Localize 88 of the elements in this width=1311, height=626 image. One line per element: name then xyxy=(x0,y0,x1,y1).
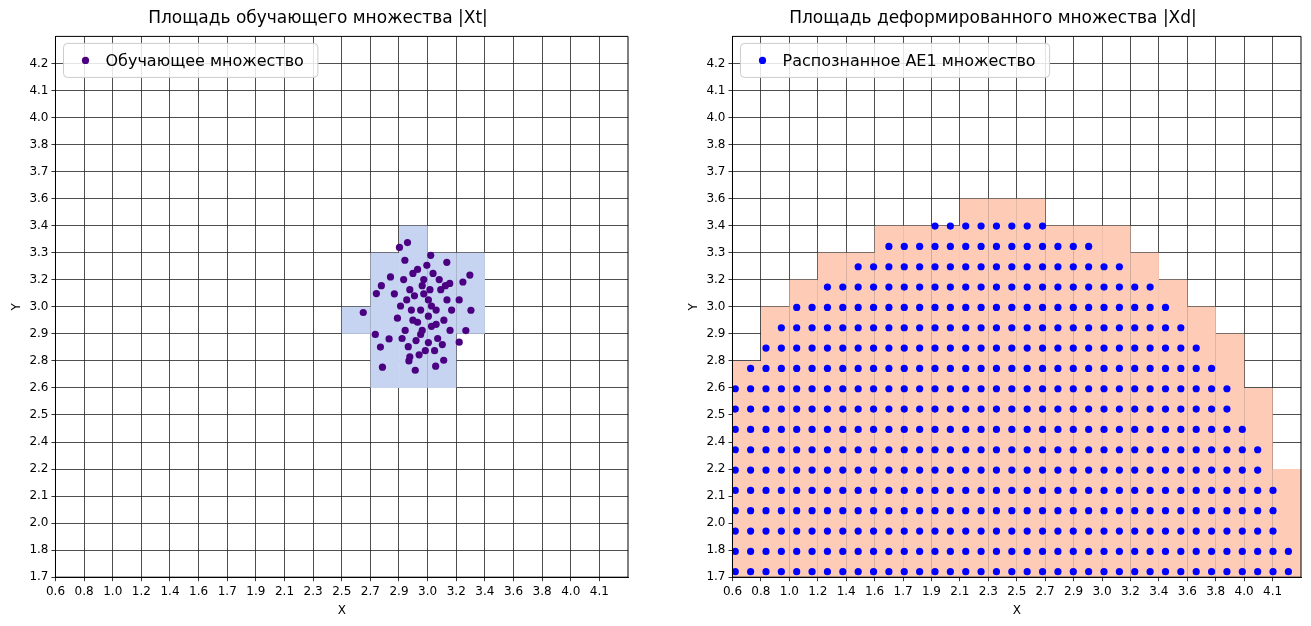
y-axis-title: Y xyxy=(686,302,701,312)
y-tick-label: 2.0 xyxy=(29,515,49,530)
y-tick-label: 2.1 xyxy=(29,488,49,503)
y-tick-label: 3.2 xyxy=(29,271,49,286)
y-tick-label: 3.6 xyxy=(706,190,726,205)
y-tick-label: 3.0 xyxy=(29,298,49,313)
y-tick-label: 1.8 xyxy=(706,542,726,557)
y-tick-label: 3.0 xyxy=(706,298,726,313)
y-tick-label: 3.2 xyxy=(706,271,726,286)
y-tick-label: 2.4 xyxy=(29,434,49,449)
x-tick-label: 2.1 xyxy=(950,583,970,598)
y-tick-label: 3.8 xyxy=(29,136,49,151)
y-tick-label: 3.4 xyxy=(29,217,49,232)
x-tick-label: 1.4 xyxy=(836,583,856,598)
x-tick-label: 1.7 xyxy=(893,583,913,598)
legend-label: Обучающее множество xyxy=(105,50,304,70)
y-tick-label: 2.5 xyxy=(29,407,49,422)
x-tick-label: 3.4 xyxy=(475,583,495,598)
x-tick-label: 3.6 xyxy=(503,583,524,598)
x-tick-label: 4.1 xyxy=(589,583,609,598)
x-tick-label: 2.5 xyxy=(332,583,352,598)
y-tick-label: 1.8 xyxy=(29,542,49,557)
x-tick-label: 1.6 xyxy=(189,583,209,598)
x-tick-label: 2.7 xyxy=(1035,583,1055,598)
y-tick-label: 2.0 xyxy=(706,515,726,530)
x-tick-label: 3.8 xyxy=(1206,583,1226,598)
y-tick-label: 3.8 xyxy=(706,136,726,151)
x-tick-label: 3.4 xyxy=(1149,583,1169,598)
x-tick-label: 1.6 xyxy=(865,583,885,598)
y-tick-label: 4.0 xyxy=(706,109,726,124)
x-tick-label: 2.3 xyxy=(978,583,998,598)
x-tick-label: 2.5 xyxy=(1007,583,1027,598)
y-tick-label: 3.7 xyxy=(706,163,726,178)
x-tick-label: 1.2 xyxy=(808,583,828,598)
y-tick-label: 2.1 xyxy=(706,488,726,503)
y-tick-label: 4.1 xyxy=(706,82,726,97)
x-axis-title: X xyxy=(1012,602,1021,617)
y-tick-label: 1.7 xyxy=(29,569,49,584)
y-tick-label: 2.8 xyxy=(706,353,726,368)
chart-title: Площадь деформированного множества |Xd| xyxy=(789,6,1197,27)
y-tick-label: 2.9 xyxy=(29,325,49,340)
x-tick-label: 4.0 xyxy=(1234,583,1254,598)
x-tick-label: 2.1 xyxy=(274,583,295,598)
y-tick-label: 2.2 xyxy=(29,461,49,476)
y-tick-label: 3.6 xyxy=(29,190,49,205)
x-tick-label: 2.9 xyxy=(389,583,409,598)
y-tick-label: 4.1 xyxy=(29,82,49,97)
y-tick-label: 4.0 xyxy=(29,109,49,124)
x-tick-label: 0.6 xyxy=(722,583,743,598)
x-tick-label: 1.2 xyxy=(131,583,151,598)
x-tick-label: 1.9 xyxy=(246,583,266,598)
y-tick-label: 2.6 xyxy=(29,380,49,395)
x-tick-label: 2.3 xyxy=(303,583,323,598)
x-tick-label: 3.2 xyxy=(446,583,466,598)
y-tick-label: 3.4 xyxy=(706,217,726,232)
y-tick-label: 2.2 xyxy=(706,461,726,476)
x-tick-label: 3.2 xyxy=(1120,583,1140,598)
x-tick-label: 2.7 xyxy=(360,583,380,598)
y-tick-label: 2.9 xyxy=(706,325,726,340)
x-tick-label: 3.6 xyxy=(1177,583,1197,598)
y-tick-label: 2.6 xyxy=(706,380,726,395)
y-tick-label: 2.4 xyxy=(706,434,726,449)
x-axis-title: X xyxy=(337,602,346,617)
x-tick-label: 4.1 xyxy=(1263,583,1283,598)
x-tick-label: 3.0 xyxy=(418,583,438,598)
y-tick-label: 2.5 xyxy=(706,407,726,422)
x-tick-label: 1.0 xyxy=(103,583,123,598)
y-axis-title: Y xyxy=(9,302,24,312)
y-tick-label: 2.8 xyxy=(29,353,49,368)
x-tick-label: 0.6 xyxy=(45,583,66,598)
x-tick-label: 4.0 xyxy=(561,583,581,598)
x-tick-label: 2.9 xyxy=(1064,583,1084,598)
y-tick-label: 4.2 xyxy=(29,55,49,70)
legend-label: Распознанное AE1 множество xyxy=(782,50,1036,70)
x-tick-label: 1.0 xyxy=(779,583,799,598)
chart-title: Площадь обучающего множества |Xt| xyxy=(148,6,488,27)
x-tick-label: 3.8 xyxy=(532,583,552,598)
y-tick-label: 3.3 xyxy=(29,244,49,259)
x-tick-label: 0.8 xyxy=(751,583,771,598)
x-tick-label: 3.0 xyxy=(1092,583,1112,598)
x-tick-label: 1.9 xyxy=(921,583,942,598)
y-tick-label: 4.2 xyxy=(706,55,726,70)
x-tick-label: 1.4 xyxy=(160,583,180,598)
y-tick-label: 1.7 xyxy=(706,569,726,584)
x-tick-label: 1.7 xyxy=(217,583,237,598)
x-tick-label: 0.8 xyxy=(74,583,94,598)
y-tick-label: 3.7 xyxy=(29,163,49,178)
y-tick-label: 3.3 xyxy=(706,244,726,259)
